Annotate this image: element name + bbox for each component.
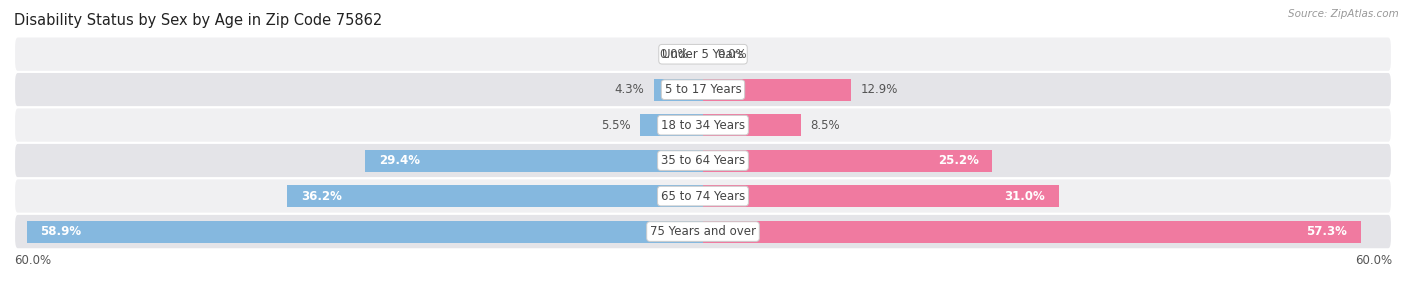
FancyBboxPatch shape <box>14 107 1392 143</box>
Bar <box>287 185 703 207</box>
FancyBboxPatch shape <box>14 72 1392 107</box>
Bar <box>703 114 800 136</box>
Text: 29.4%: 29.4% <box>380 154 420 167</box>
Bar <box>703 221 1361 243</box>
Text: 60.0%: 60.0% <box>1355 254 1392 267</box>
Text: 60.0%: 60.0% <box>14 254 51 267</box>
Bar <box>366 150 703 171</box>
Text: 8.5%: 8.5% <box>810 119 839 132</box>
Text: 31.0%: 31.0% <box>1004 190 1045 202</box>
Bar <box>654 79 703 101</box>
Text: 4.3%: 4.3% <box>614 83 644 96</box>
Text: 5 to 17 Years: 5 to 17 Years <box>665 83 741 96</box>
Text: 18 to 34 Years: 18 to 34 Years <box>661 119 745 132</box>
Text: 25.2%: 25.2% <box>938 154 979 167</box>
Text: 75 Years and over: 75 Years and over <box>650 225 756 238</box>
FancyBboxPatch shape <box>14 214 1392 249</box>
FancyBboxPatch shape <box>14 36 1392 72</box>
Legend: Male, Female: Male, Female <box>643 302 763 304</box>
Text: 58.9%: 58.9% <box>41 225 82 238</box>
Text: Source: ZipAtlas.com: Source: ZipAtlas.com <box>1288 9 1399 19</box>
Bar <box>703 79 851 101</box>
FancyBboxPatch shape <box>14 143 1392 178</box>
Text: 57.3%: 57.3% <box>1306 225 1347 238</box>
Bar <box>703 150 993 171</box>
FancyBboxPatch shape <box>14 178 1392 214</box>
Text: Under 5 Years: Under 5 Years <box>662 48 744 61</box>
Text: Disability Status by Sex by Age in Zip Code 75862: Disability Status by Sex by Age in Zip C… <box>14 13 382 28</box>
Text: 12.9%: 12.9% <box>860 83 897 96</box>
Text: 35 to 64 Years: 35 to 64 Years <box>661 154 745 167</box>
Text: 5.5%: 5.5% <box>600 119 631 132</box>
Text: 36.2%: 36.2% <box>301 190 342 202</box>
Bar <box>703 185 1059 207</box>
Bar <box>640 114 703 136</box>
Text: 0.0%: 0.0% <box>717 48 747 61</box>
Text: 0.0%: 0.0% <box>659 48 689 61</box>
Text: 65 to 74 Years: 65 to 74 Years <box>661 190 745 202</box>
Bar <box>27 221 703 243</box>
